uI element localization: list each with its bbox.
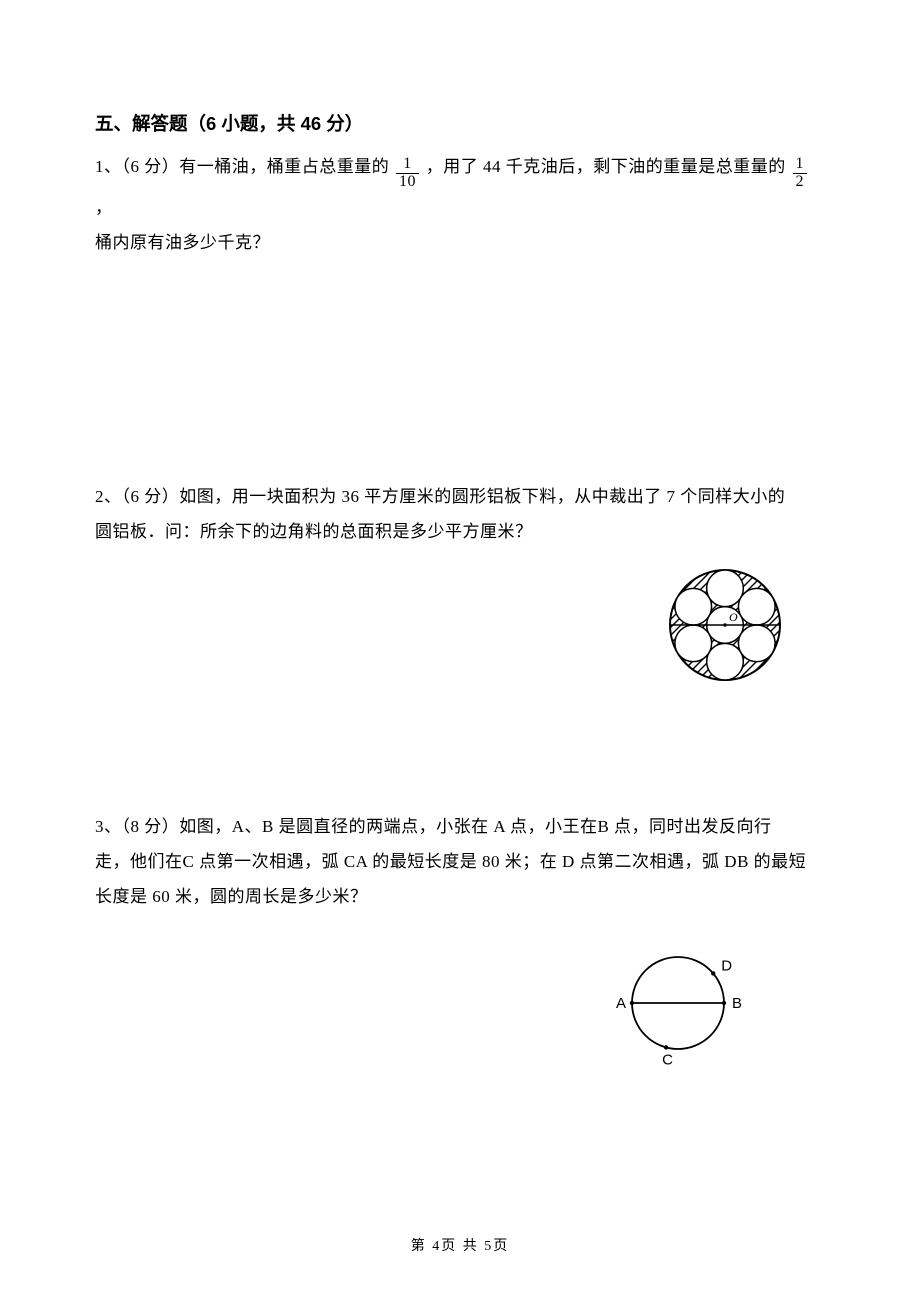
svg-text:B: B xyxy=(732,995,742,1012)
fraction-denominator: 10 xyxy=(396,174,419,191)
page-footer: 第 4页 共 5页 xyxy=(0,1235,920,1255)
q1-points: （6 分） xyxy=(122,157,180,176)
q1-fraction-1: 1 10 xyxy=(396,156,419,191)
question-3: 3、（8 分）如图，A、B 是圆直径的两端点，小张在 A 点，小王在B 点，同时… xyxy=(95,810,825,915)
footer-prefix: 第 xyxy=(411,1239,433,1254)
q3-figure: A B C D xyxy=(600,933,760,1073)
q2-line2: 圆铝板．问：所余下的边角料的总面积是多少平方厘米？ xyxy=(95,522,533,541)
svg-text:O: O xyxy=(729,610,738,624)
q1-number: 1、 xyxy=(95,157,122,176)
fraction-numerator: 1 xyxy=(793,156,808,174)
q3-line3: 长度是 60 米，圆的周长是多少米？ xyxy=(95,887,368,906)
page: 五、解答题（6 小题，共 46 分） 1、（6 分）有一桶油，桶重占总重量的 1… xyxy=(0,0,920,1300)
q3-line1: 如图，A、B 是圆直径的两端点，小张在 A 点，小王在B 点，同时出发反向行 xyxy=(179,817,771,836)
svg-text:A: A xyxy=(616,995,626,1012)
q1-text-c: ， xyxy=(95,198,113,217)
q1-text-b: ，用了 44 千克油后，剩下油的重量是总重量的 xyxy=(426,157,786,176)
question-2: 2、（6 分）如图，用一块面积为 36 平方厘米的圆形铝板下料，从中裁出了 7 … xyxy=(95,480,825,550)
fraction-numerator: 1 xyxy=(396,156,419,174)
q2-figure-row: O xyxy=(95,560,825,690)
q3-line2: 走，他们在C 点第一次相遇，弧 CA 的最短长度是 80 米；在 D 点第二次相… xyxy=(95,852,806,871)
q2-figure: O xyxy=(660,560,790,690)
svg-text:D: D xyxy=(721,957,732,974)
svg-text:C: C xyxy=(662,1051,673,1068)
footer-total: 5 xyxy=(484,1239,493,1254)
q2-line1: 如图，用一块面积为 36 平方厘米的圆形铝板下料，从中裁出了 7 个同样大小的 xyxy=(179,487,785,506)
q3-number: 3、 xyxy=(95,817,122,836)
fraction-denominator: 2 xyxy=(793,174,808,191)
question-1: 1、（6 分）有一桶油，桶重占总重量的 1 10 ，用了 44 千克油后，剩下油… xyxy=(95,150,825,260)
q1-line2: 桶内原有油多少千克？ xyxy=(95,233,270,252)
q1-fraction-2: 1 2 xyxy=(793,156,808,191)
footer-suffix: 页 xyxy=(493,1239,509,1254)
q3-points: （8 分） xyxy=(122,817,180,836)
footer-current: 4 xyxy=(432,1239,441,1254)
section-title: 五、解答题（6 小题，共 46 分） xyxy=(95,110,825,136)
q3-figure-row: A B C D xyxy=(95,933,825,1073)
q2-points: （6 分） xyxy=(122,487,180,506)
q2-number: 2、 xyxy=(95,487,122,506)
q1-text-a: 有一桶油，桶重占总重量的 xyxy=(179,157,389,176)
footer-middle: 页 共 xyxy=(441,1239,484,1254)
